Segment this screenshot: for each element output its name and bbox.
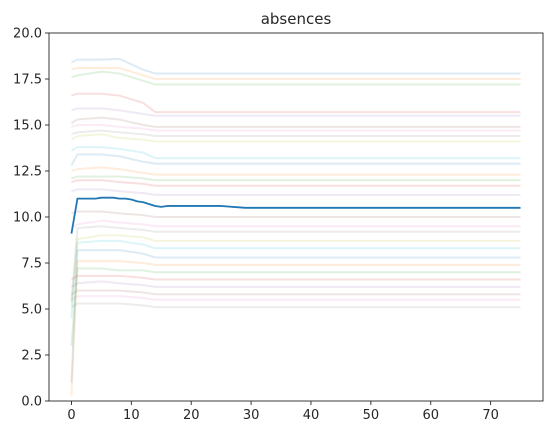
background-series-line [71, 70, 521, 86]
x-tick-label: 0 [67, 408, 75, 423]
background-series-line [70, 289, 521, 296]
y-tick-label: 0.0 [21, 395, 42, 410]
background-series-line [70, 249, 521, 383]
background-series-line [71, 92, 521, 114]
background-series-line [70, 146, 521, 160]
y-tick-label: 5.0 [21, 303, 42, 318]
x-axis: 0 10 20 30 40 50 60 70 [67, 401, 499, 423]
y-tick-label: 10.0 [13, 211, 42, 226]
y-tick-label: 17.5 [13, 73, 42, 88]
background-series-line [71, 66, 521, 80]
background-series-line [71, 210, 521, 218]
background-series-line [71, 166, 521, 176]
background-series-line [71, 124, 521, 132]
background-series-line [70, 274, 521, 281]
background-series-line [70, 116, 521, 128]
plot-area [70, 57, 521, 396]
axes-border [48, 32, 544, 402]
main-series-line [70, 196, 521, 234]
background-series-line [70, 267, 521, 346]
x-tick-label: 30 [243, 408, 260, 423]
background-series-line [71, 188, 521, 196]
y-axis: 0.0 2.5 5.0 7.5 10.0 12.5 15.0 17.5 20.0 [13, 27, 49, 410]
x-tick-label: 60 [422, 408, 439, 423]
x-tick-label: 40 [303, 408, 320, 423]
y-tick-label: 7.5 [21, 257, 42, 272]
x-tick-label: 50 [363, 408, 380, 423]
y-tick-label: 2.5 [21, 349, 42, 364]
background-series-line [71, 129, 521, 138]
background-series-line [70, 239, 521, 319]
y-tick-label: 15.0 [13, 119, 42, 134]
x-tick-label: 70 [482, 408, 499, 423]
background-series-line [71, 107, 521, 117]
background-series-line [70, 280, 521, 288]
x-tick-label: 10 [123, 408, 140, 423]
chart-title: absences [261, 10, 332, 28]
background-series-line [70, 295, 521, 301]
axes-frame [48, 32, 544, 402]
background-series-line [70, 219, 521, 229]
background-series-line [70, 225, 521, 302]
background-series-line [70, 234, 521, 306]
background-series-line [71, 175, 521, 182]
y-tick-label: 12.5 [13, 165, 42, 180]
y-tick-label: 20.0 [13, 27, 42, 42]
background-series-line [70, 260, 521, 396]
background-series-line [70, 133, 521, 143]
background-series-line [71, 179, 521, 187]
background-series-line [71, 57, 521, 75]
x-tick-label: 20 [183, 408, 200, 423]
background-series-line [70, 153, 521, 166]
background-series-line [70, 302, 521, 309]
